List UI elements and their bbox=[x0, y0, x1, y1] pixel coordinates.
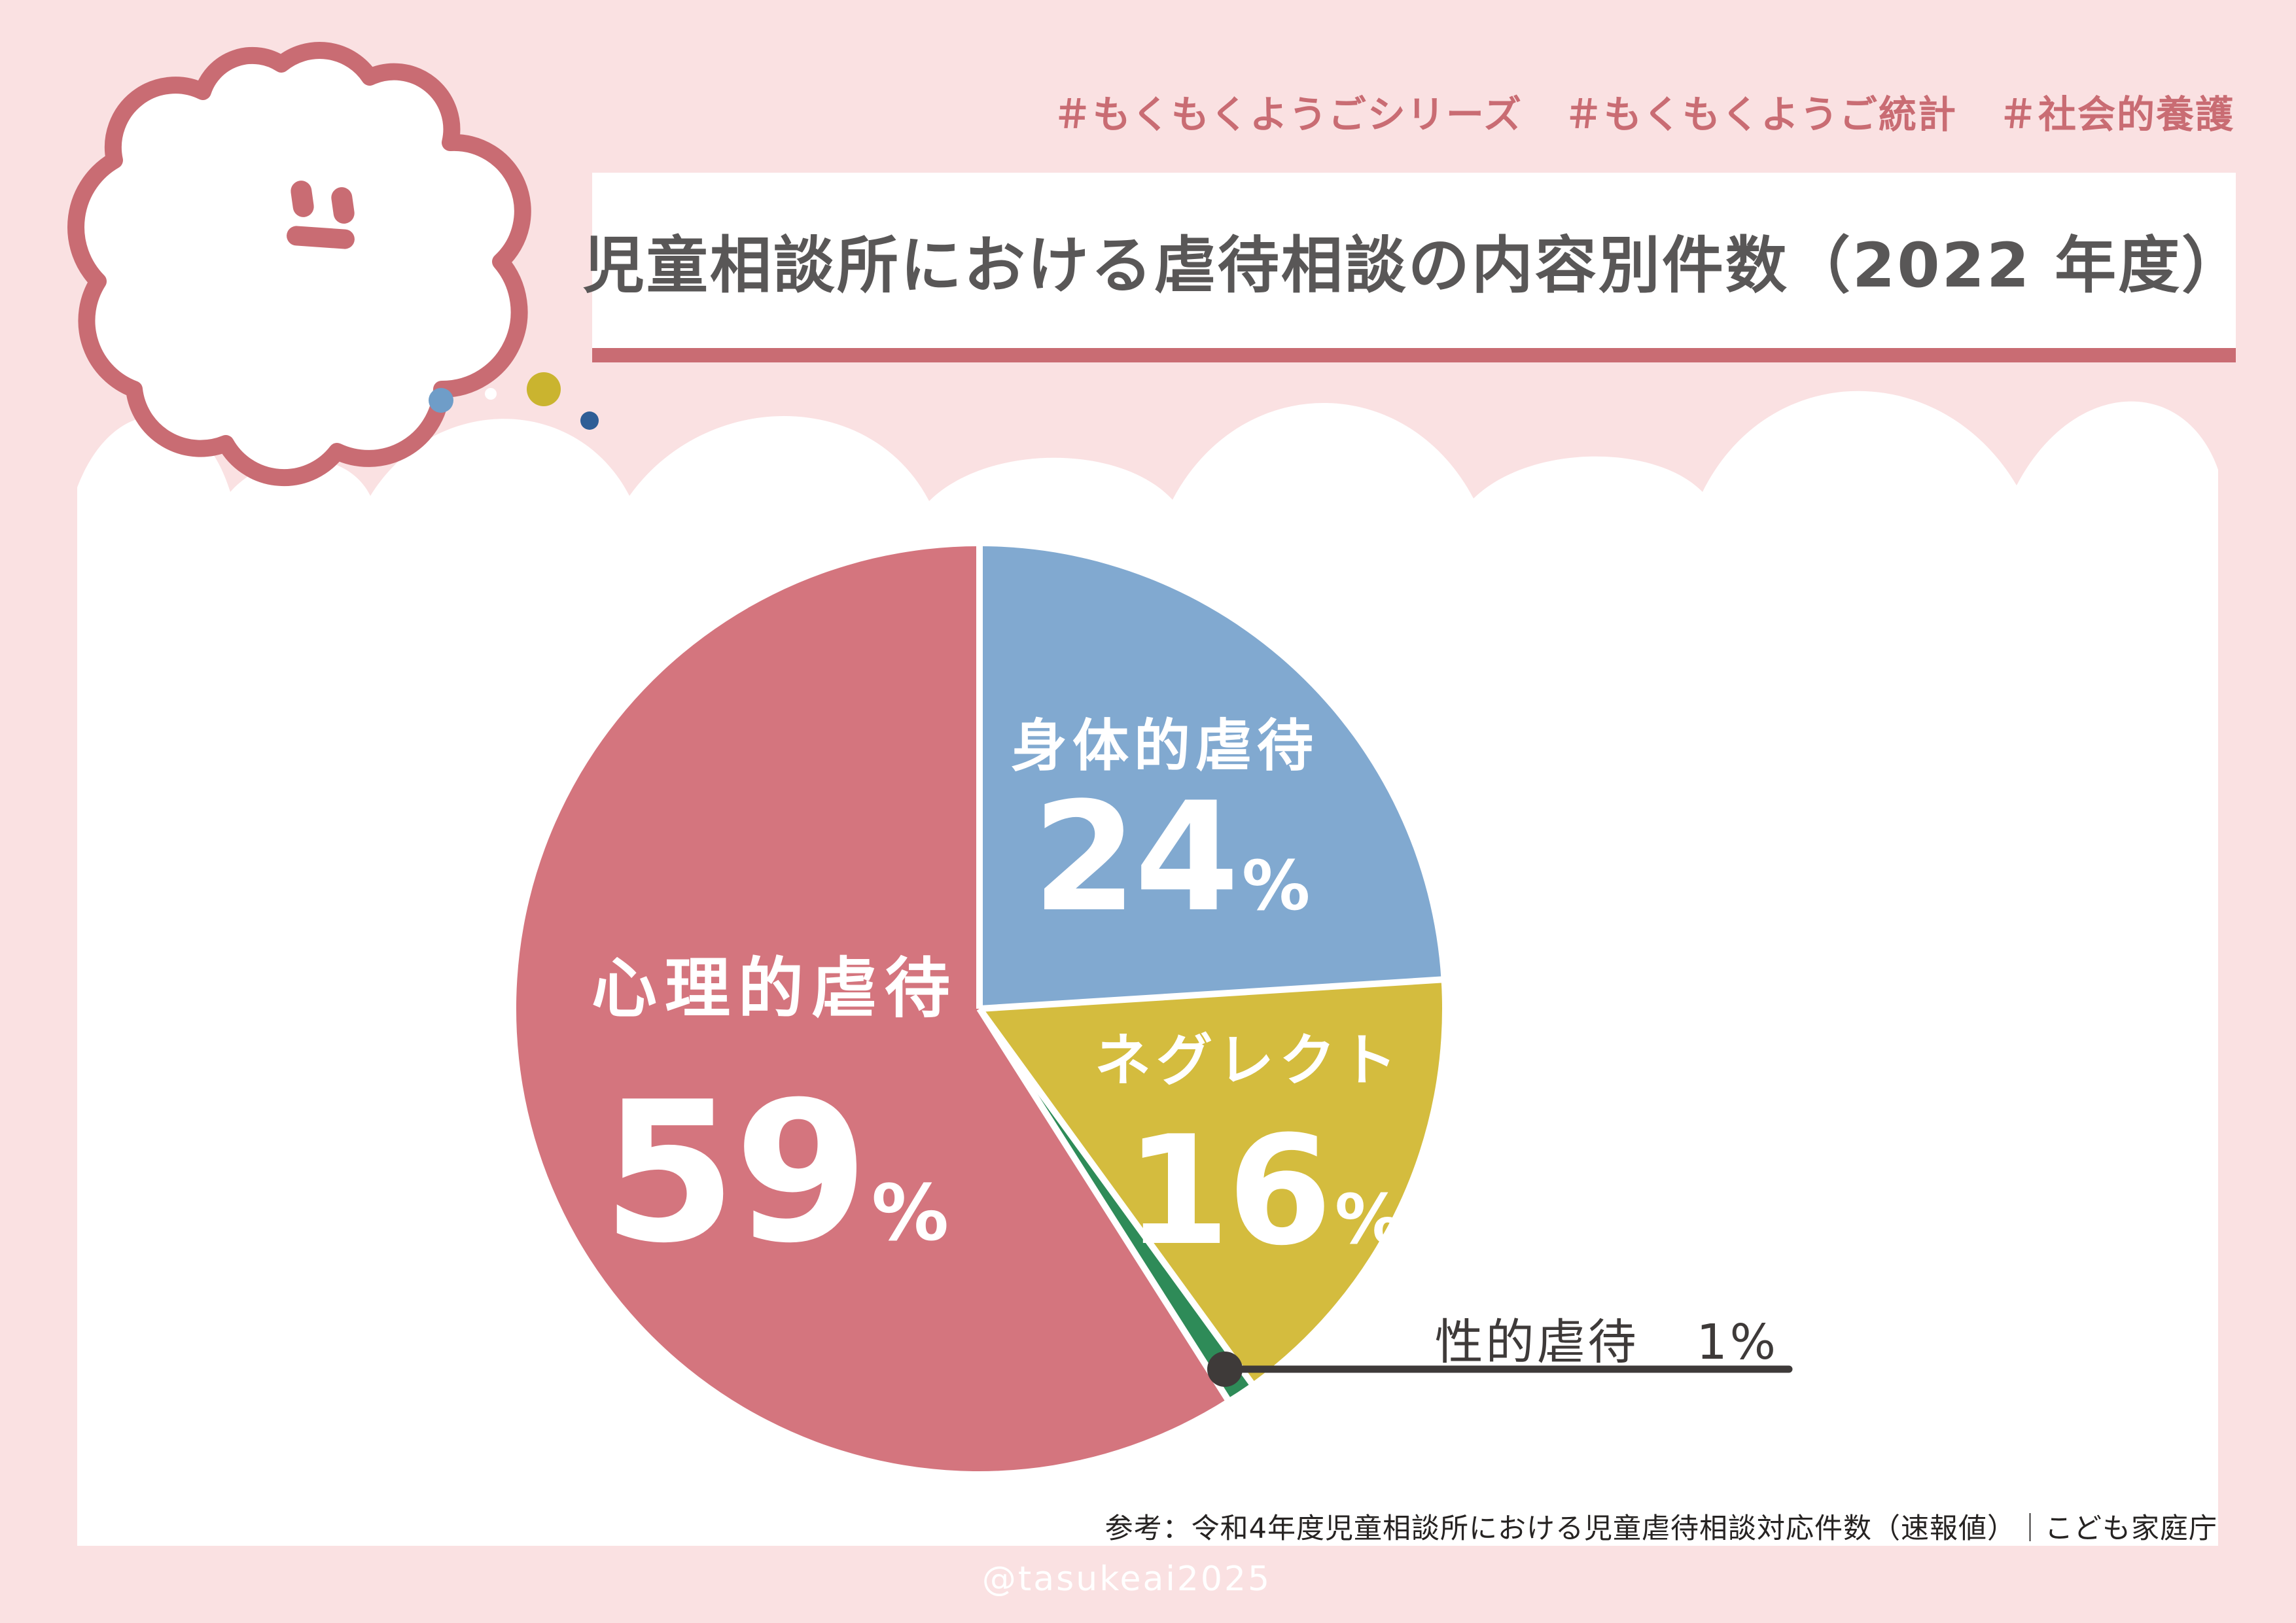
thought-dots bbox=[387, 372, 599, 434]
pie-separators bbox=[976, 545, 1443, 1402]
label-sexual-abuse: 性的虐待 1% bbox=[1435, 1303, 1778, 1373]
pie-slice-physical bbox=[980, 546, 1441, 1009]
label-sexual-abuse-value: 1% bbox=[1696, 1314, 1778, 1370]
value-psych-number: 59 bbox=[601, 1060, 869, 1285]
dot-yellow bbox=[527, 372, 561, 406]
cloud-mascot bbox=[67, 42, 531, 487]
label-physical-abuse: 身体的虐待 bbox=[1011, 713, 1318, 779]
cloud-mouth bbox=[287, 226, 355, 249]
label-sexual-abuse-name: 性的虐待 bbox=[1434, 1314, 1639, 1370]
value-neglect: 16 % bbox=[1125, 1117, 1403, 1267]
hashtag-care: ＃社会的養護 bbox=[1998, 92, 2234, 137]
pie-slice-psych bbox=[516, 546, 1227, 1471]
title-box: 児童相談所における虐待相談の内容別件数（2022 年度） bbox=[583, 173, 2243, 362]
dot-navy bbox=[580, 411, 599, 430]
value-physical-number: 24 bbox=[1032, 771, 1239, 945]
label-neglect: ネグレクト bbox=[1095, 1028, 1402, 1094]
value-physical-percent-sign: % bbox=[1241, 846, 1311, 926]
page-title: 児童相談所における虐待相談の内容別件数（2022 年度） bbox=[582, 230, 2246, 302]
cloud-right-eye bbox=[331, 187, 355, 224]
value-neglect-percent-sign: % bbox=[1334, 1179, 1404, 1259]
dot-blue bbox=[429, 388, 453, 413]
value-physical-abuse: 24 % bbox=[1033, 783, 1310, 934]
callout-leader bbox=[1207, 1352, 1793, 1387]
hashtag-stats: ＃もくもくようご統計 bbox=[1564, 92, 1957, 137]
value-psych-percent-sign: % bbox=[871, 1168, 949, 1258]
label-psychological-abuse: 心理的虐待 bbox=[592, 950, 958, 1027]
cloud-body bbox=[67, 42, 531, 487]
value-neglect-number: 16 bbox=[1125, 1104, 1332, 1279]
hashtag-row: ＃もくもくようごシリーズ ＃もくもくようご統計 ＃社会的養護 bbox=[1053, 84, 2234, 139]
watermark: @tasukeai2025 bbox=[981, 1560, 1272, 1599]
pie-chart bbox=[516, 545, 1793, 1471]
hashtag-series: ＃もくもくようごシリーズ bbox=[1053, 92, 1523, 137]
source-note: 参考：令和4年度児童相談所における児童虐待相談対応件数（速報値）｜こども家庭庁 bbox=[1104, 1512, 2217, 1545]
value-psychological-abuse: 59 % bbox=[602, 1076, 949, 1270]
dot-white-large bbox=[387, 417, 404, 434]
dot-white-small bbox=[485, 388, 497, 400]
pie-slice-neglect bbox=[980, 979, 1442, 1383]
cloud-left-eye bbox=[291, 181, 314, 217]
